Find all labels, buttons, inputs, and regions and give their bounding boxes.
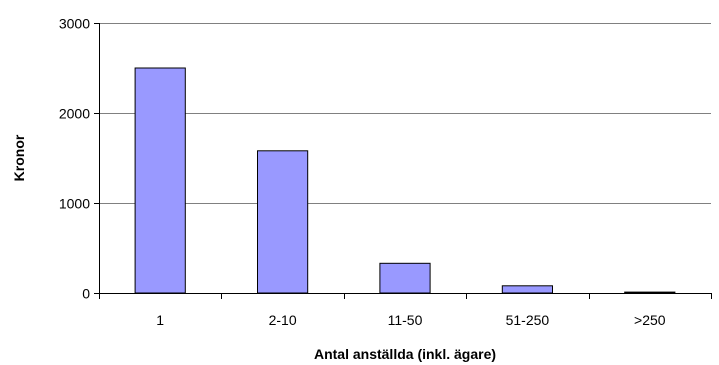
x-tick-label-2: 11-50 [388,312,423,328]
bar-3 [501,285,553,294]
bars [134,67,676,294]
x-tick-label-1: 2-10 [269,312,297,328]
y-tick-label-3: 3000 [59,16,90,32]
x-tick-labels: 1 2-10 11-50 51-250 >250 [156,312,665,328]
y-tick-label-0: 0 [82,286,90,302]
bar-0 [134,67,186,294]
x-tick-label-4: >250 [634,312,666,328]
y-tick-labels: 0 1000 2000 3000 [59,16,90,302]
x-tick-label-0: 1 [156,312,164,328]
bar-2 [379,262,431,294]
y-tick-label-2: 2000 [59,106,90,122]
grid-lines [99,23,711,204]
x-axis-title: Antal anställda (inkl. ägare) [314,346,496,362]
x-tick-label-3: 51-250 [506,312,550,328]
y-tick-label-1: 1000 [59,196,90,212]
y-axis-title: Kronor [11,134,27,181]
axes [94,23,712,299]
bar-1 [257,150,309,294]
bar-4 [624,291,676,294]
